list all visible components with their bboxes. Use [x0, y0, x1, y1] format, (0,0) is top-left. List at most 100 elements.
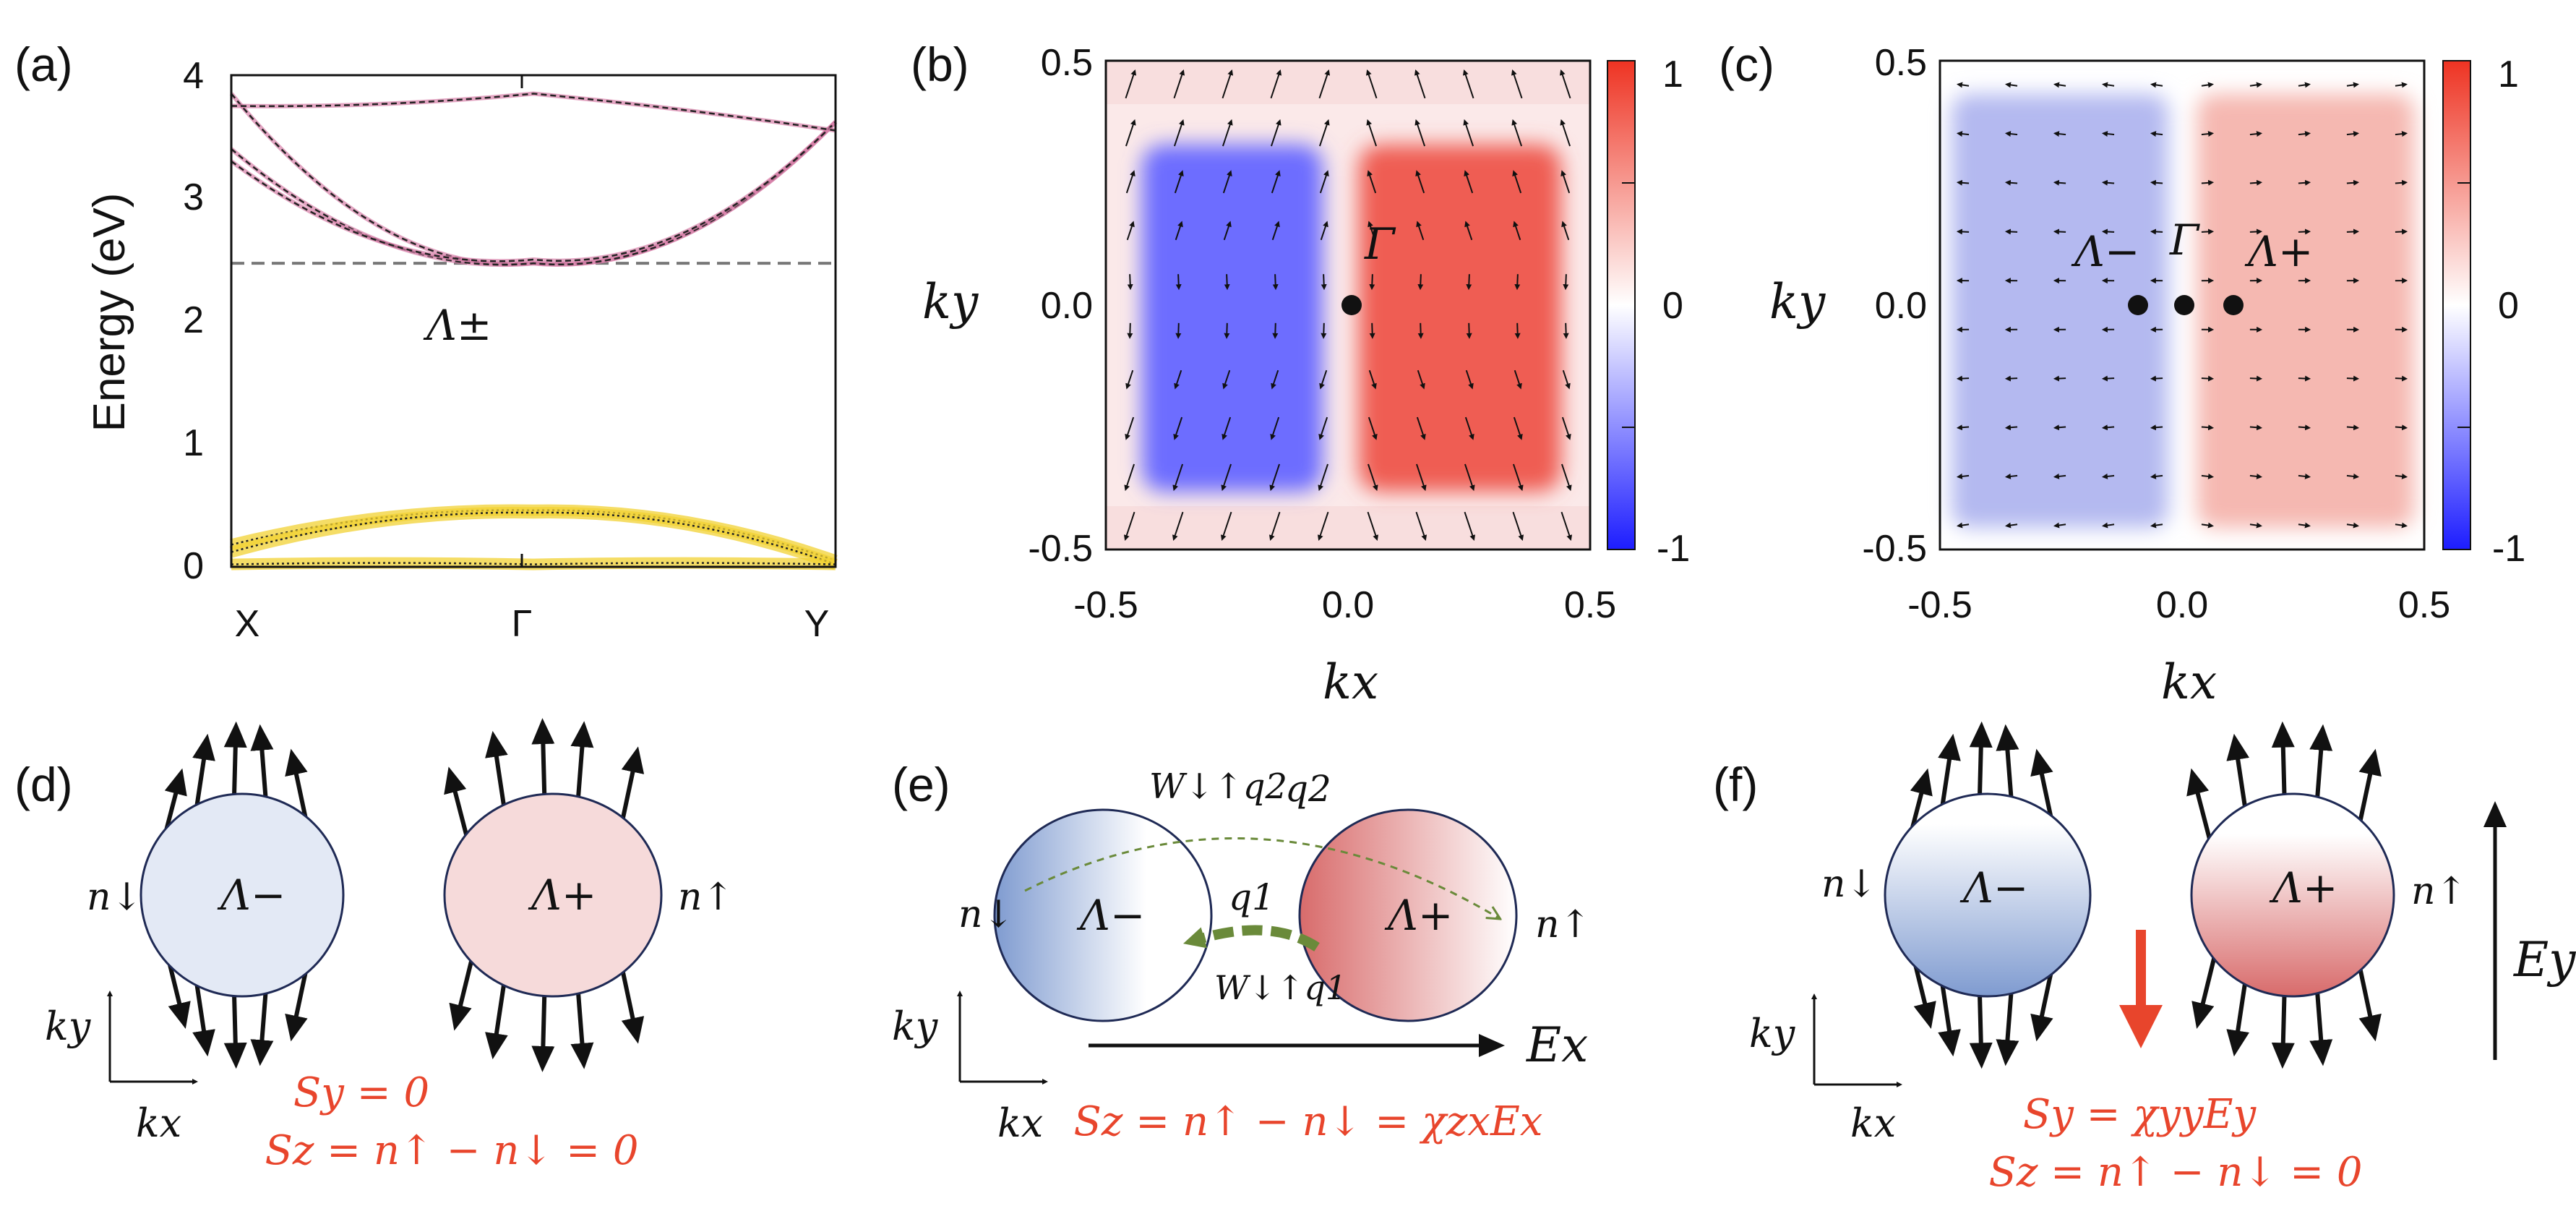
e-q2-transfer-arrow	[1024, 837, 1499, 918]
c-negative-region	[1952, 94, 2168, 528]
quiver-b-vector	[1464, 416, 1474, 440]
quiver-b-vector	[1173, 69, 1185, 99]
quiver-b-vector	[1221, 463, 1232, 492]
quiver-b-vector	[1513, 221, 1521, 241]
panel-a-label: (a)	[14, 38, 73, 91]
quiver-b-vector	[1559, 69, 1571, 99]
b-gamma-label: Γ	[1364, 219, 1396, 270]
panel-d: (d) Λ− Λ+ n↓ n↑ ky kx Sy = 0 Sz = n↑ − n…	[14, 718, 734, 1174]
e-q1-label: q1	[1229, 876, 1275, 918]
panel-f-label: (f)	[1713, 758, 1758, 811]
panel-b-label: (b)	[911, 38, 969, 91]
f-kx-label: kx	[1850, 1100, 1896, 1146]
quiver-b-vector	[1514, 369, 1522, 390]
quiver-b-vector	[1367, 463, 1378, 492]
c-gamma-point	[2174, 295, 2194, 315]
e-kx-label: kx	[997, 1100, 1043, 1146]
band-structure-plot	[229, 91, 838, 570]
quiver-b-vector	[1319, 369, 1328, 390]
quiver-b-vector	[1415, 511, 1427, 542]
spikes-f-spin-arrow	[1969, 721, 1993, 803]
panel-c-xticks: -0.5 0.0 0.5	[1907, 584, 2450, 626]
quiver-b-vector	[1561, 221, 1570, 241]
lambda-pm-label: Λ±	[423, 301, 491, 350]
c-lambda-minus-label: Λ−	[2071, 227, 2139, 276]
colorbar-b: 1 0 -1	[1607, 54, 1690, 570]
quiver-b-vector	[1222, 119, 1233, 147]
quiver-b-vector	[1125, 369, 1134, 390]
quiver-b-vector	[1272, 322, 1279, 339]
quiver-c-vector	[2053, 82, 2066, 88]
quiver-b-vector	[1271, 369, 1279, 390]
quiver-b-vector	[1416, 416, 1426, 440]
d-kx-label: kx	[136, 1100, 181, 1146]
quiver-c-vector	[2346, 179, 2360, 186]
quiver-b-vector	[1175, 322, 1182, 339]
c-xtick-left: -0.5	[1907, 584, 1972, 626]
quiver-b-vector	[1417, 369, 1425, 390]
b-cbar-tick-neg1: -1	[1657, 528, 1690, 570]
quiver-b-vector	[1560, 463, 1572, 492]
quiver-c-vector	[2346, 375, 2360, 382]
e-w2-label: W↓↑q2	[1149, 766, 1287, 807]
c-xtick-right: 0.5	[2398, 584, 2450, 626]
quiver-c-vector	[2346, 522, 2359, 529]
e-n-up-label: n↑	[1535, 903, 1591, 946]
quiver-b-vector	[1369, 274, 1375, 291]
quiver-c-vector	[2395, 228, 2408, 235]
quiver-b-vector	[1270, 416, 1280, 440]
quiver-b-vector	[1512, 463, 1524, 492]
quiver-b-vector	[1514, 274, 1521, 291]
quiver-b-vector	[1172, 463, 1184, 492]
spikes-d-spin-arrow	[531, 991, 555, 1072]
f-n-up-label: n↑	[2411, 870, 2467, 913]
a-xtick-Y: Y	[804, 603, 830, 645]
quiver-c-vector	[2395, 82, 2408, 88]
a-ytick-0: 0	[183, 545, 204, 587]
quiver-c-vector	[1957, 522, 1970, 529]
panel-c-frame	[1939, 59, 2426, 551]
quiver-b-vector	[1560, 170, 1571, 194]
quiver-b-vector	[1367, 170, 1377, 194]
quiver-c-vector	[2102, 82, 2115, 88]
quiver-c-vector	[2249, 179, 2263, 186]
quiver-b-vector	[1174, 369, 1182, 390]
b-ylabel: ky	[922, 274, 979, 330]
d-ky-label: ky	[45, 1004, 92, 1049]
e-sz-equation: Sz = n↑ − n↓ = χzxEx	[1074, 1098, 1543, 1145]
d-k-axes: ky kx	[45, 991, 198, 1146]
a-xtick-X: X	[235, 603, 260, 645]
panel-b: (b) Γ 0.5 0.0 -0.5 -0.5 0.0 0.5 kx ky	[911, 38, 1690, 710]
band-line-2	[231, 121, 836, 262]
quiver-b-vector	[1417, 274, 1424, 291]
e-valley-lambda-minus	[993, 808, 1213, 1022]
quiver-b-vector	[1513, 416, 1523, 440]
quiver-b-vector	[1369, 322, 1375, 339]
quiver-c-vector	[2346, 228, 2360, 235]
band-halo-1	[230, 120, 838, 268]
quiver-b-vector	[1317, 511, 1329, 542]
d-valley-lambda-plus	[443, 792, 663, 998]
quiver-b-vector	[1220, 511, 1232, 542]
e-k-axes: ky kx	[892, 991, 1048, 1146]
f-lambda-minus-label: Λ−	[1959, 863, 2028, 912]
quiver-b-vector	[1173, 416, 1183, 440]
quiver-b-vector	[1222, 416, 1232, 440]
quiver-b-vector	[1511, 69, 1523, 99]
band-halo-2	[230, 120, 838, 264]
a-ytick-4: 4	[183, 55, 204, 97]
panel-c-yticks: 0.5 0.0 -0.5	[1862, 42, 1927, 570]
b-xtick-mid: 0.0	[1322, 584, 1374, 626]
quiver-c-vector	[2101, 228, 2115, 235]
quiver-b-vector	[1417, 322, 1424, 339]
band-line-1	[231, 121, 836, 266]
f-n-down-label: n↓	[1821, 863, 1877, 906]
quiver-b-vector	[1367, 511, 1379, 542]
quiver-b-vector	[1271, 221, 1280, 241]
spikes-f-spin-arrow	[2309, 985, 2333, 1066]
quiver-b-vector	[1268, 511, 1281, 542]
quiver-b-vector	[1318, 416, 1328, 440]
quiver-b-vector	[1318, 119, 1330, 147]
quiver-c-vector	[2298, 228, 2311, 235]
